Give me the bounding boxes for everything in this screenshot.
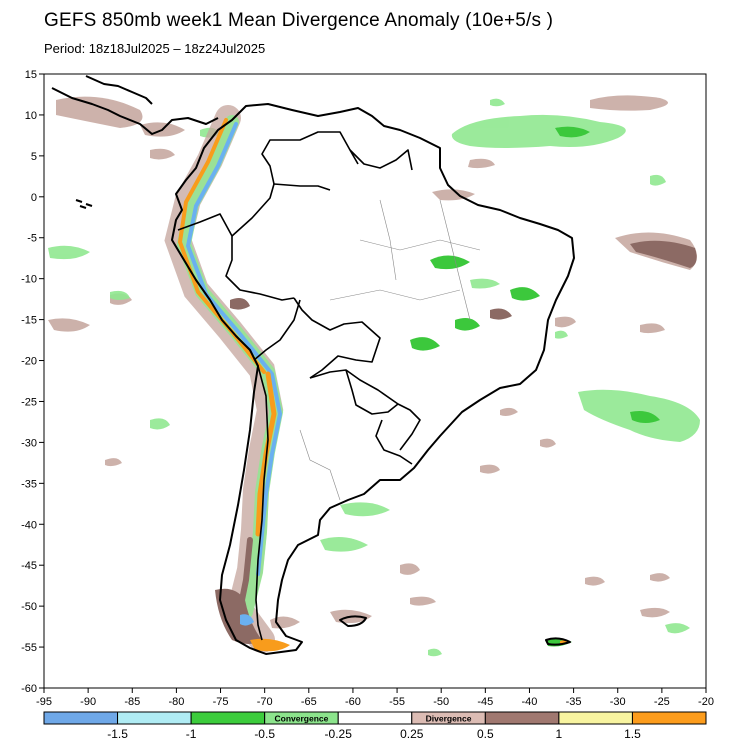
y-tick-label: -45: [21, 560, 37, 572]
x-tick-label: -70: [257, 696, 273, 708]
colorbar-swatch: [190, 711, 266, 725]
x-tick-label: -80: [168, 696, 184, 708]
x-tick-label: -75: [213, 696, 229, 708]
x-tick-label: -30: [610, 696, 626, 708]
y-tick-label: -15: [21, 315, 37, 327]
colorbar-label: 1.5: [624, 727, 641, 741]
x-tick-label: -45: [477, 696, 493, 708]
x-tick-label: -40: [522, 696, 538, 708]
x-tick-label: -50: [433, 696, 449, 708]
x-tick-label: -25: [654, 696, 670, 708]
y-tick-label: -10: [21, 274, 37, 286]
central-america-north: [85, 75, 153, 105]
y-tick-label: -60: [21, 683, 37, 695]
y-tick-label: -30: [21, 437, 37, 449]
colorbar-label: -0.5: [254, 727, 275, 741]
colorbar-label: -1: [186, 727, 197, 741]
state-borders: [299, 199, 481, 501]
colorbar-label: -0.25: [325, 727, 353, 741]
south-america-coastline: [171, 103, 575, 655]
y-tick-label: 15: [25, 69, 37, 81]
map-title: GEFS 850mb week1 Mean Divergence Anomaly…: [44, 10, 554, 31]
x-tick-label: -95: [36, 696, 52, 708]
plot-background: [44, 74, 706, 688]
galapagos: [75, 199, 93, 209]
colorbar-swatch: [117, 711, 192, 725]
y-tick-label: -20: [21, 356, 37, 368]
y-tick-label: -5: [27, 233, 37, 245]
country-borders: [177, 131, 421, 641]
x-tick-label: -90: [80, 696, 96, 708]
x-tick-label: -65: [301, 696, 317, 708]
south-georgia: [545, 637, 571, 646]
convergence-label: Convergence: [275, 714, 329, 724]
falklands: [339, 615, 367, 627]
y-tick-label: 5: [31, 151, 37, 163]
x-tick-label: -20: [698, 696, 714, 708]
colorbar-swatch: [337, 711, 413, 725]
y-tick-label: -40: [21, 519, 37, 531]
x-tick-label: -85: [124, 696, 140, 708]
convergence-areas: [48, 98, 700, 657]
plot-frame: [43, 73, 707, 689]
colorbar: -1.5 -1 -0.5 -0.25 0.25 0.5 1 1.5 Convergence Div…: [43, 711, 707, 741]
colorbar-label: 1: [556, 727, 563, 741]
y-tick-label: 0: [31, 192, 37, 204]
y-tick-label: -35: [21, 478, 37, 490]
y-tick-label: 10: [25, 110, 37, 122]
y-tick-label: -55: [21, 642, 37, 654]
y-tick-label: -50: [21, 601, 37, 613]
period-label: Period: 18z18Jul2025 – 18z24Jul2025: [44, 41, 266, 56]
x-tick-label: -55: [389, 696, 405, 708]
colorbar-swatch: [43, 711, 119, 725]
colorbar-swatch: [631, 711, 707, 725]
colorbar-label: 0.5: [477, 727, 494, 741]
colorbar-swatch: [558, 711, 633, 725]
colorbar-label: 0.25: [400, 727, 424, 741]
y-tick-label: -25: [21, 396, 37, 408]
divergence-label: Divergence: [426, 714, 472, 724]
x-tick-label: -35: [566, 696, 582, 708]
x-tick-label: -60: [345, 696, 361, 708]
colorbar-label: -1.5: [107, 727, 128, 741]
colorbar-swatch: [484, 711, 560, 725]
patagonia-anomaly: [215, 588, 290, 652]
x-axis-ticks: -95 -90 -85 -80 -75 -70 -65 -60 -55 -50 -45 -40 -35 -…: [36, 688, 714, 708]
central-america-coast: [51, 87, 219, 135]
strong-anomaly-areas: [230, 126, 697, 423]
coastlines: [51, 75, 575, 655]
y-axis-ticks: 15 10 5 0 -5 -10 -15 -20 -25 -30 -35 -40 -45 -50 -55 -6…: [21, 69, 44, 695]
